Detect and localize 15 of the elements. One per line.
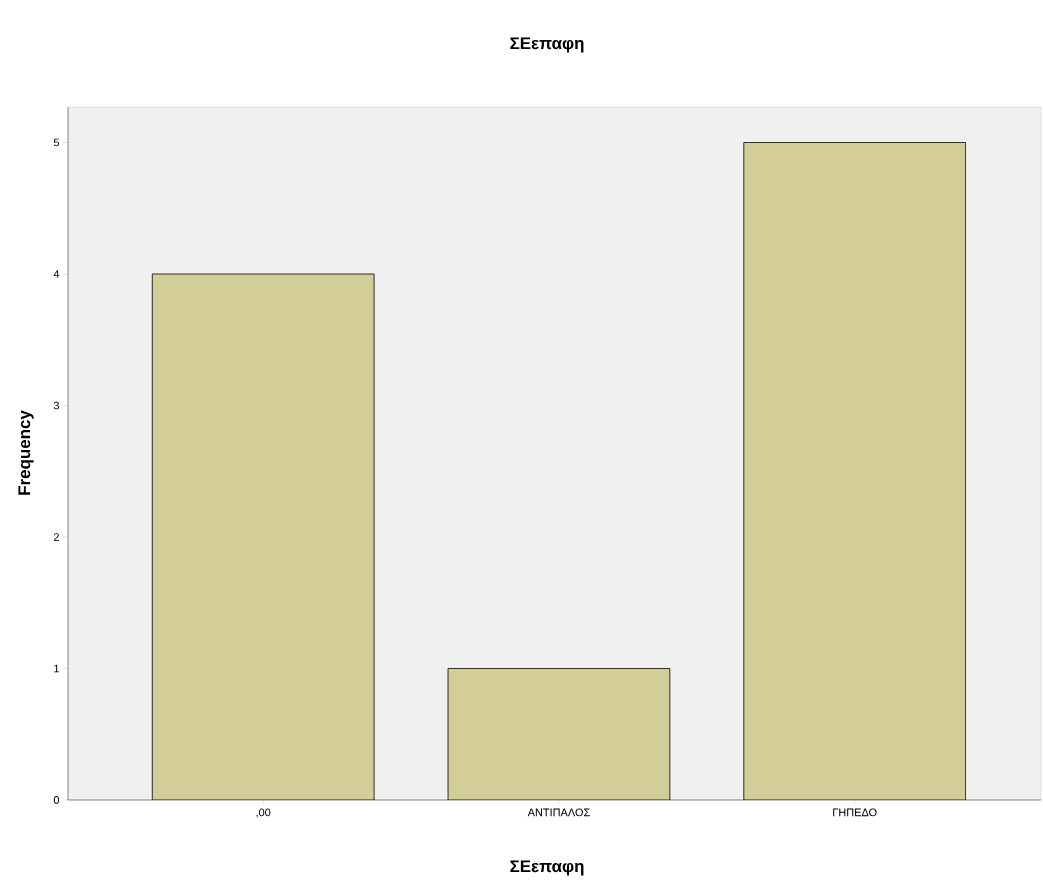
y-tick-label: 2 <box>53 533 59 541</box>
y-tick-label: 0 <box>53 796 60 804</box>
y-tick-label: 5 <box>53 138 60 147</box>
bar <box>743 142 966 800</box>
y-tick-label: 4 <box>53 270 60 278</box>
chart-title: ΣΕεπαφη <box>510 37 584 53</box>
x-tick-label: ,00 <box>256 808 271 818</box>
x-axis-title: ΣΕεπαφη <box>510 860 584 876</box>
bar <box>151 273 375 800</box>
x-tick-label: ΓΗΠΕΔΟ <box>833 808 877 817</box>
y-tick-label: 1 <box>54 664 59 673</box>
bar <box>447 668 671 800</box>
y-tick-label: 3 <box>53 401 59 410</box>
x-tick-label: ΑΝΤΙΠΑΛΟΣ <box>527 808 590 817</box>
y-axis-title: Frequency <box>18 410 34 495</box>
